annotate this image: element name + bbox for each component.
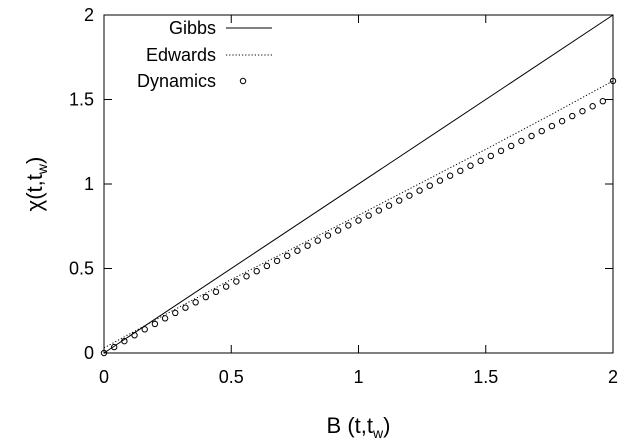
legend-label-dynamics: Dynamics: [137, 71, 216, 91]
dynamics-point: [314, 237, 321, 244]
dynamics-point: [355, 217, 362, 224]
x-tick-label: 1.5: [473, 367, 498, 387]
legend: Gibbs Edwards Dynamics: [137, 18, 272, 91]
dynamics-point: [406, 192, 413, 199]
y-tick-label: 1.5: [69, 90, 94, 110]
dynamics-point: [579, 107, 586, 115]
dynamics-point: [416, 187, 423, 194]
y-tick-label: 0.5: [69, 259, 94, 279]
dynamics-point: [263, 262, 271, 270]
x-tick-label: 2: [608, 367, 618, 387]
x-tick-label: 1: [353, 367, 363, 387]
dynamics-point: [345, 222, 352, 229]
dynamics-point: [609, 77, 617, 85]
dynamics-point: [172, 309, 179, 317]
dynamics-point: [365, 212, 372, 219]
series-edwards-line: [103, 80, 614, 349]
dynamics-point: [375, 207, 383, 214]
dynamics-point: [385, 202, 393, 209]
legend-label-gibbs: Gibbs: [169, 18, 216, 38]
y-tick-label: 2: [84, 5, 94, 25]
dynamics-point: [121, 337, 128, 345]
dynamics-point: [151, 320, 159, 328]
dynamics-point: [192, 299, 199, 306]
series-dynamics: [100, 77, 617, 357]
dynamics-point: [304, 242, 311, 249]
dynamics-point: [110, 343, 118, 351]
dynamics-point: [243, 273, 250, 280]
dynamics-point: [334, 227, 342, 234]
x-axis-ticks: 0 0.5 1 1.5 2: [99, 15, 618, 387]
dynamics-point: [589, 103, 596, 110]
dynamics-point: [100, 349, 108, 357]
dynamics-point: [558, 117, 566, 125]
dynamics-point: [182, 304, 189, 311]
x-tick-label: 0.5: [219, 367, 244, 387]
dynamics-point: [222, 283, 230, 290]
dynamics-point: [141, 326, 148, 333]
x-axis-label: B (t,tw): [327, 413, 391, 441]
dynamics-point: [487, 152, 495, 160]
dynamics-point: [212, 288, 220, 296]
y-axis-ticks: 0 0.5 1 1.5 2: [69, 5, 613, 363]
dynamics-point: [446, 172, 454, 179]
dynamics-point: [202, 293, 210, 301]
dynamics-point: [518, 137, 525, 145]
dynamics-point: [284, 252, 291, 260]
dynamics-point: [426, 182, 433, 189]
dynamics-point: [324, 232, 332, 239]
dynamics-point: [436, 177, 444, 184]
dynamics-point: [508, 142, 515, 150]
dynamics-point: [457, 167, 464, 175]
y-tick-label: 1: [84, 174, 94, 194]
dynamics-point: [467, 162, 474, 169]
y-tick-label: 0: [84, 343, 94, 363]
dynamics-point: [131, 332, 138, 339]
dynamics-point: [253, 268, 260, 275]
dynamics-point: [538, 127, 545, 135]
series-gibbs-line: [103, 14, 614, 354]
dynamics-point: [497, 147, 505, 155]
dynamics-point: [161, 315, 169, 322]
dynamics-point: [599, 97, 607, 105]
dynamics-point: [273, 257, 281, 265]
dynamics-point: [569, 112, 576, 120]
dynamics-point: [548, 122, 556, 130]
dynamics-point: [477, 157, 484, 165]
x-tick-label: 0: [99, 367, 109, 387]
legend-label-edwards: Edwards: [146, 45, 216, 65]
legend-marker-dynamics: [239, 77, 247, 85]
dynamics-point: [396, 197, 403, 204]
dynamics-point: [294, 247, 301, 254]
series-layer: [100, 14, 617, 357]
dynamics-point: [528, 132, 535, 140]
y-axis-label: χ(t,tw): [22, 157, 50, 212]
dynamics-point: [233, 278, 240, 285]
